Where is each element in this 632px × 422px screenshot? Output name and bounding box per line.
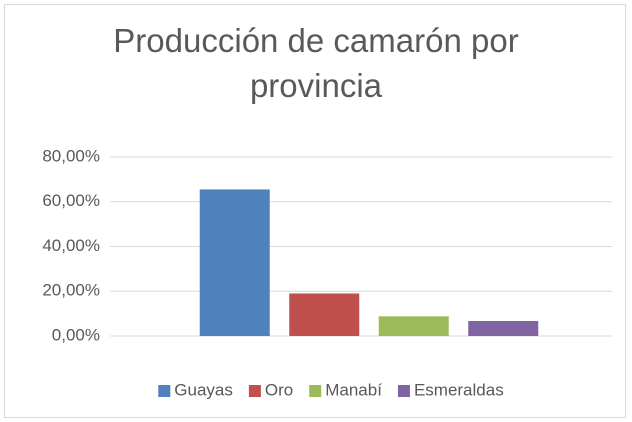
legend-swatch <box>309 385 322 397</box>
y-tick-label: 20,00% <box>42 281 100 300</box>
y-tick-label: 60,00% <box>42 191 100 210</box>
chart-title: Producción de camarón por provincia <box>113 22 519 104</box>
legend-label: Esmeraldas <box>414 380 504 399</box>
bar <box>289 293 360 336</box>
legend-swatch <box>248 385 261 397</box>
legend-swatch <box>158 385 171 397</box>
y-tick-label: 40,00% <box>42 236 100 255</box>
legend-label: Oro <box>265 380 293 399</box>
bar <box>199 189 270 336</box>
bar <box>468 321 539 336</box>
y-tick-label: 80,00% <box>42 146 100 165</box>
bar <box>378 316 449 336</box>
legend-label: Manabí <box>325 380 382 399</box>
legend-swatch <box>397 385 410 397</box>
y-tick-label: 0,00% <box>52 325 100 344</box>
chart-frame <box>4 4 626 418</box>
legend-label: Guayas <box>174 380 233 399</box>
